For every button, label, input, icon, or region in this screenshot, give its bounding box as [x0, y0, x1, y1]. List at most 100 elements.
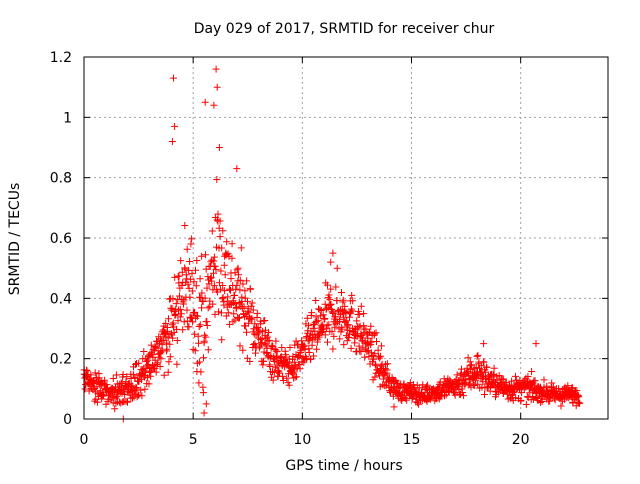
x-tick-label: 15: [403, 432, 421, 448]
data-point: [183, 245, 191, 253]
data-point: [279, 372, 287, 380]
data-point: [273, 348, 281, 356]
data-point: [147, 341, 155, 349]
data-point: [460, 392, 468, 400]
data-point: [451, 391, 459, 399]
data-point: [202, 400, 210, 408]
data-point: [211, 262, 219, 270]
data-point: [199, 389, 207, 397]
data-point: [248, 299, 256, 307]
data-point: [377, 342, 385, 350]
data-point: [316, 306, 324, 313]
data-point: [144, 360, 152, 368]
data-point: [175, 272, 183, 280]
axes-layer: 0 0.2 0.4 0.6 0.8 1 1.2 0 5 10 15 20: [50, 50, 609, 448]
data-point: [160, 371, 168, 379]
data-point: [255, 327, 263, 335]
data-point: [246, 285, 254, 293]
data-point: [370, 355, 378, 363]
data-point: [382, 360, 390, 368]
y-tick-label: 1: [63, 110, 72, 126]
y-tick-label: 0: [63, 412, 72, 428]
data-points: [80, 65, 584, 423]
data-point: [172, 300, 180, 308]
data-point: [141, 373, 148, 381]
data-point: [466, 380, 474, 388]
data-point: [173, 325, 181, 333]
data-point: [348, 291, 356, 299]
data-point: [233, 281, 241, 289]
data-point: [231, 292, 238, 299]
data-point: [81, 385, 89, 393]
data-point: [93, 398, 101, 406]
data-point: [230, 310, 238, 318]
data-point: [198, 252, 206, 260]
data-point: [293, 373, 301, 381]
data-point: [383, 366, 391, 374]
data-point: [196, 321, 204, 329]
data-point: [101, 376, 109, 384]
data-point: [171, 273, 179, 281]
data-point: [218, 244, 226, 252]
data-point: [118, 380, 126, 388]
data-point: [308, 341, 316, 349]
data-point: [217, 309, 225, 317]
data-point: [254, 324, 262, 331]
data-point: [168, 138, 176, 145]
data-point: [198, 304, 206, 312]
data-point: [302, 353, 310, 361]
data-point: [211, 310, 219, 318]
y-tick-label: 0.2: [50, 352, 72, 368]
data-point: [508, 377, 516, 385]
data-point: [348, 307, 356, 315]
data-point: [264, 337, 272, 345]
data-point: [327, 258, 335, 266]
data-point: [253, 309, 261, 317]
chart-title: Day 029 of 2017, SRMTID for receiver chu…: [194, 21, 495, 37]
data-point: [338, 325, 346, 333]
data-point: [372, 329, 380, 337]
data-point: [336, 316, 344, 324]
data-point: [236, 314, 243, 322]
data-point: [575, 393, 583, 401]
data-point: [109, 375, 117, 382]
data-point: [371, 350, 379, 358]
data-point: [234, 264, 242, 272]
data-point: [303, 314, 311, 322]
data-point: [166, 340, 174, 348]
x-tick-label: 0: [80, 432, 89, 448]
data-point: [248, 315, 256, 323]
data-point: [173, 360, 181, 368]
data-point: [480, 340, 488, 348]
data-point: [181, 265, 189, 273]
data-point: [152, 368, 160, 376]
data-point: [536, 399, 544, 406]
data-point: [293, 364, 301, 372]
data-point: [489, 370, 497, 378]
data-point: [174, 317, 182, 325]
data-point: [471, 382, 479, 389]
data-point: [333, 297, 341, 305]
data-point: [324, 338, 331, 346]
data-point: [524, 373, 532, 380]
data-point: [227, 286, 234, 294]
data-point: [219, 294, 227, 301]
data-point: [332, 313, 340, 321]
data-point: [204, 346, 212, 354]
data-point: [262, 341, 270, 349]
data-point: [194, 312, 201, 320]
data-point: [313, 345, 321, 353]
data-point: [138, 366, 146, 374]
data-point: [218, 295, 226, 303]
data-point: [291, 358, 299, 366]
data-point: [258, 335, 266, 343]
data-point: [186, 258, 194, 265]
data-point: [203, 284, 211, 292]
x-tick-label: 5: [189, 432, 198, 448]
data-point: [190, 278, 198, 286]
data-point: [285, 381, 293, 389]
data-point: [464, 354, 472, 362]
data-point: [228, 254, 236, 262]
data-point: [133, 384, 141, 392]
data-point: [543, 382, 551, 390]
